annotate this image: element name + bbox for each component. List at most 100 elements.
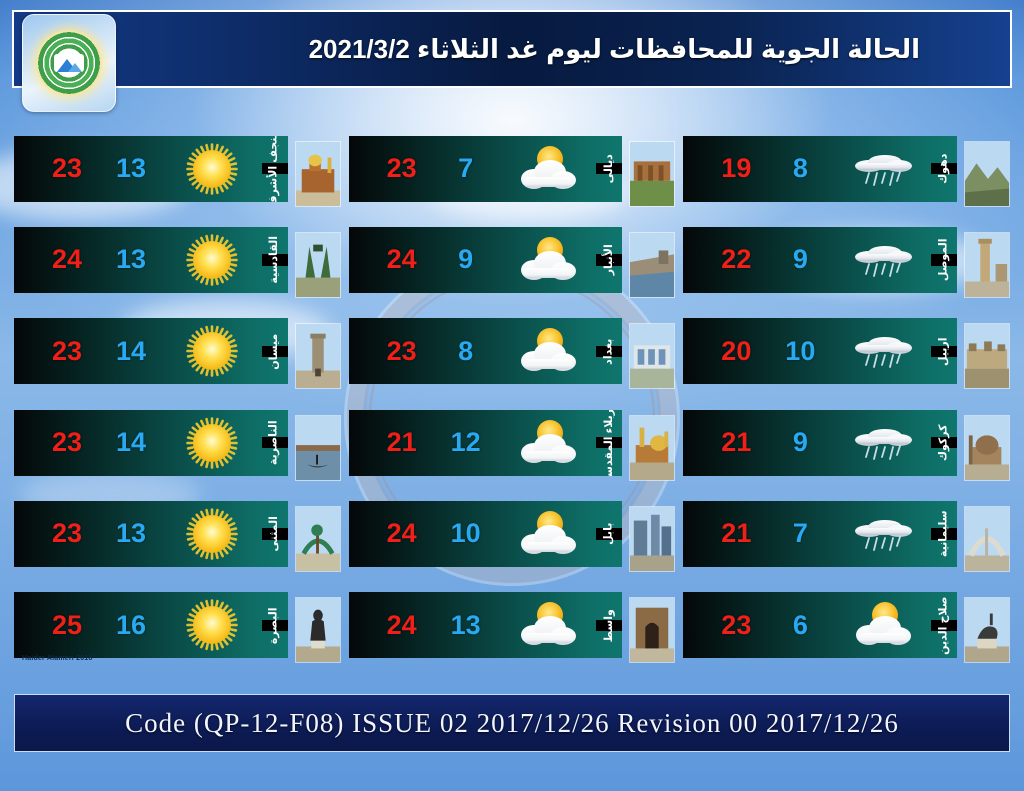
forecast-row[interactable]: 23 13 المثنى [14,500,341,577]
city-name-strip: واسط [596,609,623,642]
landmark-thumbnail [963,323,1010,390]
mountain-cloud-icon [54,54,84,72]
max-temperature: 23 [386,335,417,366]
partly-cloudy-icon [521,419,577,463]
city-name-strip: كربلاء المقدسة [596,410,623,476]
max-temperature: 23 [386,153,417,184]
min-temperature: 14 [115,335,147,366]
max-temperature: 23 [721,609,752,640]
landmark-thumbnail [294,414,341,481]
landmark-thumbnail [629,140,676,207]
forecast-bar: 23 8 بغداد [348,318,623,385]
max-temperature: 24 [386,244,417,275]
forecast-bar: 20 10 اربيل [683,318,957,385]
city-name: الأنبار [602,244,615,276]
max-temperature: 23 [51,518,83,549]
min-temperature: 13 [115,244,147,275]
weather-icon-cell [162,506,262,562]
forecast-bar: 24 13 القادسية [14,226,288,293]
weather-icon-cell [162,323,262,379]
sunny-icon [186,416,238,469]
forecast-bar: 23 6 صلاح الدين [683,592,957,659]
forecast-row[interactable]: 23 13 النجف الأشرف [14,135,341,212]
forecast-grid: 23 13 النجف الأشرف 24 13 القادسية 23 14 ميس [14,132,1010,672]
max-temperature: 20 [721,335,752,366]
city-name: صلاح الدين [937,596,950,655]
forecast-row[interactable]: 21 7 سليمانية [683,500,1010,577]
city-name-strip: ديالى [596,154,623,183]
forecast-row[interactable]: 19 8 دهوك [683,135,1010,212]
forecast-row[interactable]: 21 9 كركوك [683,409,1010,486]
page-title: الحالة الجوية للمحافظات ليوم غد الثلاثاء… [308,33,920,64]
forecast-row[interactable]: 23 7 ديالى [348,135,676,212]
landmark-thumbnail [294,231,341,298]
partly-cloudy-icon [521,328,577,372]
min-temperature: 10 [785,335,816,366]
forecast-row[interactable]: 23 6 صلاح الدين [683,592,1010,668]
forecast-row[interactable]: 23 14 ميسان [14,318,341,394]
forecast-row[interactable]: 20 10 اربيل [683,318,1010,394]
weather-icon-cell [831,506,931,562]
organization-logo [22,14,116,112]
weather-icon-cell [497,232,597,288]
max-temperature: 21 [386,427,417,458]
credit-text: Haider Alameri 2018 [22,655,93,662]
landmark-thumbnail [294,597,341,664]
city-name: القادسية [267,236,280,284]
weather-icon-cell [831,232,931,288]
max-temperature: 24 [386,609,417,640]
landmark-thumbnail [629,323,676,390]
city-name-strip: دهوك [930,154,957,184]
rain-icon [855,245,913,277]
sunny-icon [186,325,238,378]
city-name-strip: الموصل [930,239,957,281]
min-temperature: 12 [450,427,481,458]
landmark-thumbnail [294,323,341,390]
forecast-row[interactable]: 25 16 البصرة [14,592,341,668]
city-name-strip: البصرة [261,607,288,644]
rain-icon [855,428,913,460]
weather-icon-cell [497,323,597,379]
max-temperature: 23 [51,153,83,184]
city-name-strip: كركوك [930,424,957,461]
forecast-row[interactable]: 24 13 واسط [348,592,676,668]
forecast-row[interactable]: 24 13 القادسية [14,226,341,303]
forecast-row[interactable]: 21 12 كربلاء المقدسة [348,409,676,486]
min-temperature: 6 [792,609,808,640]
forecast-row[interactable]: 22 9 الموصل [683,226,1010,303]
city-name-strip: اربيل [930,337,957,366]
city-name: البصرة [267,607,280,644]
landmark-thumbnail [629,414,676,481]
min-temperature: 9 [792,244,808,275]
forecast-bar: 21 9 كركوك [683,409,957,476]
forecast-bar: 25 16 البصرة [14,592,288,659]
sunny-icon [186,142,238,195]
weather-icon-cell [831,415,931,471]
city-name: واسط [602,608,615,642]
forecast-row[interactable]: 23 14 الناصرية [14,409,341,486]
city-name: ميسان [267,333,280,370]
landmark-thumbnail [294,140,341,207]
max-temperature: 21 [721,518,752,549]
city-name-strip: المثنى [261,516,288,552]
forecast-bar: 23 14 الناصرية [14,409,288,476]
forecast-bar: 23 14 ميسان [14,318,288,385]
sunny-icon [186,508,238,560]
min-temperature: 10 [450,518,481,549]
rain-icon [855,154,913,186]
weather-icon-cell [831,597,931,653]
city-name: كربلاء المقدسة [602,409,615,476]
city-name-strip: سليمانية [930,511,957,557]
forecast-row[interactable]: 24 10 بابل [348,500,676,577]
city-name: النجف الأشرف [267,135,280,202]
forecast-bar: 23 13 المثنى [14,500,288,567]
city-name-strip: ميسان [261,333,288,369]
weather-icon-cell [831,141,931,197]
weather-icon-cell [162,415,262,471]
city-name-strip: بغداد [596,338,623,364]
max-temperature: 23 [51,427,83,458]
forecast-row[interactable]: 23 8 بغداد [348,318,676,394]
landmark-thumbnail [629,231,676,298]
forecast-row[interactable]: 24 9 الأنبار [348,226,676,303]
